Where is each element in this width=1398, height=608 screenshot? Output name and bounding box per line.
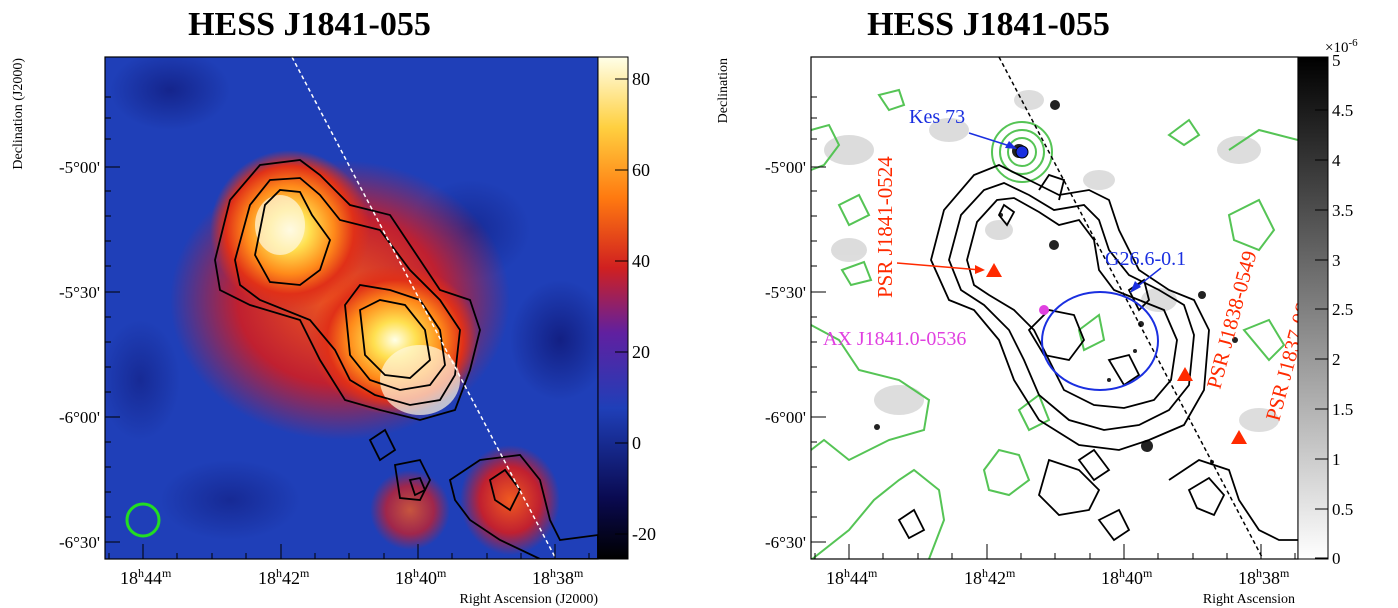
left-cbar-label-3: 20 bbox=[632, 342, 650, 362]
right-xtick-marks bbox=[814, 544, 1296, 559]
right-cbar-label-8: 1 bbox=[1332, 450, 1341, 469]
left-xtick-label-2: 18h40m bbox=[395, 566, 447, 588]
right-cbar-multiplier: ×10-6 bbox=[1325, 37, 1358, 56]
left-cbar-label-2: 40 bbox=[632, 251, 650, 271]
left-ytick-label-0: -5°00' bbox=[59, 158, 100, 177]
left-xtick-label-1: 18h42m bbox=[258, 566, 310, 588]
right-xtick-label-1: 18h42m bbox=[964, 566, 1016, 588]
label-kes73: Kes 73 bbox=[909, 106, 965, 128]
right-xtick-label-3: 18h38m bbox=[1238, 566, 1290, 588]
right-ytick-label-2: -6°00' bbox=[765, 408, 806, 427]
right-background bbox=[811, 57, 1298, 559]
left-ytick-label-1: -5°30' bbox=[59, 283, 100, 302]
right-ylabel: Declination bbox=[716, 58, 731, 123]
left-xlabel: Right Ascension (J2000) bbox=[460, 592, 599, 607]
right-cbar-label-6: 2 bbox=[1332, 350, 1341, 369]
psr1838-marker bbox=[1177, 367, 1193, 381]
right-ytick-label-0: -5°00' bbox=[765, 158, 806, 177]
left-ylabel: Declination (J2000) bbox=[11, 58, 26, 170]
right-cbar-label-0: 5 bbox=[1332, 51, 1341, 70]
left-psf-circle bbox=[125, 502, 161, 538]
right-xlabel: Right Ascension bbox=[1203, 592, 1295, 607]
right-grayscale-texture bbox=[824, 90, 1279, 432]
right-ytick-marks bbox=[811, 96, 826, 543]
left-panel: HESS J1841-055 bbox=[11, 6, 656, 607]
label-axj: AX J1841.0-0536 bbox=[823, 328, 966, 350]
right-cbar-label-5: 2.5 bbox=[1332, 300, 1353, 319]
left-cbar-label-0: 80 bbox=[632, 69, 650, 89]
right-cbar-label-10: 0 bbox=[1332, 549, 1341, 568]
right-cbar-label-1: 4.5 bbox=[1332, 101, 1353, 120]
right-ytick-label-3: -6°30' bbox=[765, 533, 806, 552]
psr1837-marker bbox=[1231, 430, 1247, 444]
right-cbar-label-9: 0.5 bbox=[1332, 500, 1353, 519]
right-cbar-label-3: 3.5 bbox=[1332, 201, 1353, 220]
left-ytick-label-2: -6°00' bbox=[59, 408, 100, 427]
label-g26: G26.6-0.1 bbox=[1105, 248, 1186, 270]
right-panel: HESS J1841-055 bbox=[699, 0, 1398, 608]
right-xtick-label-2: 18h40m bbox=[1101, 566, 1153, 588]
left-cbar-label-4: 0 bbox=[632, 433, 641, 453]
left-panel-title: HESS J1841-055 bbox=[188, 6, 431, 43]
right-cbar-label-4: 3 bbox=[1332, 251, 1341, 270]
left-xtick-label-3: 18h38m bbox=[532, 566, 584, 588]
kes73-marker bbox=[1015, 145, 1029, 159]
label-psr1841: PSR J1841-0524 bbox=[873, 156, 897, 298]
psr1841-marker bbox=[986, 263, 1002, 277]
left-heatmap bbox=[105, 57, 598, 559]
left-xtick-marks bbox=[108, 544, 590, 559]
left-colorbar bbox=[597, 56, 629, 560]
right-colorbar bbox=[1297, 56, 1329, 560]
right-cbar-label-7: 1.5 bbox=[1332, 400, 1353, 419]
axj-marker bbox=[1039, 305, 1049, 315]
left-cbar-label-1: 60 bbox=[632, 160, 650, 180]
left-galactic-plane bbox=[291, 56, 557, 560]
left-colorbar-ticks bbox=[615, 78, 628, 535]
annotation-arrows bbox=[896, 132, 1162, 293]
g26-circle bbox=[1041, 291, 1159, 391]
right-cbar-label-2: 4 bbox=[1332, 151, 1341, 170]
right-chart: Kes 73 G26.6-0.1 AX J1841.0-0536 PSR J18… bbox=[716, 37, 1358, 607]
right-panel-title: HESS J1841-055 bbox=[867, 6, 1110, 43]
right-xtick-label-0: 18h44m bbox=[826, 566, 878, 588]
left-cbar-label-5: -20 bbox=[632, 524, 656, 544]
right-colorbar-ticks bbox=[1315, 59, 1328, 559]
right-green-contours bbox=[811, 88, 1298, 559]
left-contours bbox=[214, 159, 598, 559]
left-chart: -5°00' -5°30' -6°00' -6°30' 18h44m 18h42… bbox=[11, 56, 656, 607]
left-xtick-label-0: 18h44m bbox=[120, 566, 172, 588]
left-ytick-label-3: -6°30' bbox=[59, 533, 100, 552]
right-black-contours bbox=[897, 164, 1298, 542]
right-galactic-plane bbox=[998, 57, 1264, 559]
left-ytick-marks bbox=[105, 96, 120, 543]
right-ytick-label-1: -5°30' bbox=[765, 283, 806, 302]
